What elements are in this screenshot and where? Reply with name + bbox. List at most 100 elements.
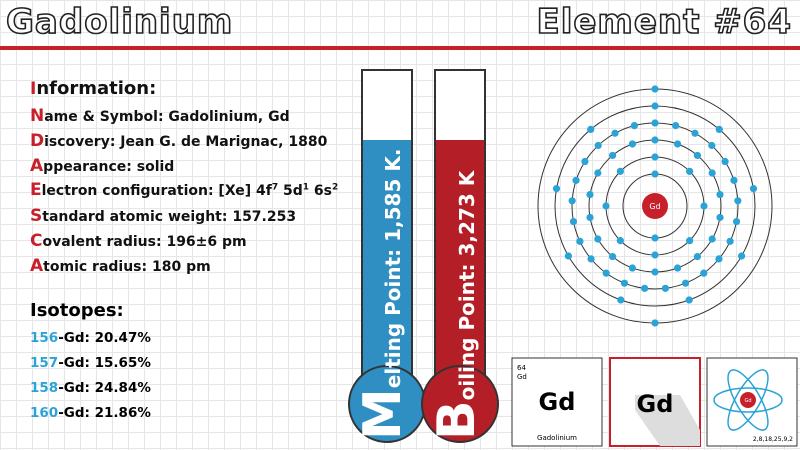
electron [572,176,580,184]
electron [602,202,610,210]
liquid [436,140,484,400]
electron [594,235,602,243]
electron [672,122,680,130]
electron [651,85,659,93]
info-line: Name & Symbol: Gadolinium, Gd [30,106,290,126]
electron [673,264,682,272]
electron [732,217,741,226]
electron [651,170,659,178]
electron [620,279,629,287]
electron [586,190,594,199]
isotope-mass: 158 [30,380,59,396]
initial: M [353,388,413,440]
electron [700,202,708,210]
electron [715,125,723,133]
electron [587,125,595,133]
card [511,357,603,447]
info-line: Appearance: solid [30,156,175,176]
electron [616,237,624,245]
isotope-mass: 160 [30,405,59,421]
liquid [363,140,411,400]
electron [640,284,649,292]
electron [700,269,708,277]
electron [738,252,746,260]
electron [576,237,584,245]
element-label: Element #64 [536,1,792,43]
electron [602,269,610,277]
electron [628,264,637,272]
electron [651,234,659,242]
electron [708,141,716,150]
electron [691,129,699,137]
electron [693,252,702,261]
electron [608,151,617,160]
electron [716,213,724,222]
nucleus [642,193,668,219]
info-line: Covalent radius: 196±6 pm [30,231,247,251]
electron [611,129,619,137]
electron [681,279,690,287]
electron [552,185,561,193]
title: Gadolinium [5,1,234,43]
isotope-rest: -Gd: 21.86% [58,405,151,421]
icon-nucleus: Gd [744,398,751,404]
card-symbol: Gd [637,390,674,418]
electron [651,268,659,276]
electron [568,197,576,205]
electron [616,167,624,175]
electron [651,136,659,144]
title-underline [0,46,800,50]
electron [673,140,682,148]
info-line: Electron configuration: [Xe] 4f7 5d1 6s2 [30,180,338,200]
electron [730,176,738,184]
electron [651,153,659,161]
atom: Gd [537,85,773,327]
electron [569,217,578,226]
electron [587,255,595,263]
card-number: 64 [517,364,526,372]
electron [594,169,602,177]
config-sup: 7 [271,182,279,193]
info-line: Standard atomic weight: 157.253 [30,206,297,226]
electron [686,237,694,245]
electron [708,169,716,177]
card-name: Gadolinium [537,434,577,442]
electron [651,319,659,327]
rest: oiling Point: 3,273 K [455,169,479,400]
isotope: 157-Gd: 15.65% [30,355,151,371]
isotopes-heading: Isotopes: [30,300,124,321]
electron [661,284,670,292]
electron [685,296,693,304]
info-heading: Information: [30,78,157,99]
electron [651,251,659,259]
info-line: Discovery: Jean G. de Marignac, 1880 [30,131,328,151]
electron [581,157,589,166]
electron [693,151,702,160]
card-small-symbol: Gd [517,373,527,381]
config-sup: 1 [302,182,310,193]
isotope: 156-Gd: 20.47% [30,330,151,346]
shell-counts: 2,8,18,25,9,2 [753,436,793,443]
nucleus-label: Gd [649,202,660,211]
melting-label: Melting Point: 1,585 K. [353,149,413,440]
electron [721,157,729,166]
rest: elting Point: 1,585 K. [381,149,405,389]
isotope-rest: -Gd: 15.65% [58,355,151,371]
isotope-mass: 157 [30,355,59,371]
electron [608,252,617,261]
electron [715,255,723,263]
shadow [635,395,700,446]
isotope-rest: -Gd: 20.47% [58,330,151,346]
isotope-rest: -Gd: 24.84% [58,380,151,396]
isotope: 160-Gd: 21.86% [30,405,151,421]
electron [594,141,602,150]
electron [628,140,637,148]
initial: B [427,400,487,440]
electron [564,252,572,260]
electron [651,102,659,110]
electron [617,296,625,304]
electron [586,213,594,222]
electron [726,237,734,245]
isotope: 158-Gd: 24.84% [30,380,151,396]
